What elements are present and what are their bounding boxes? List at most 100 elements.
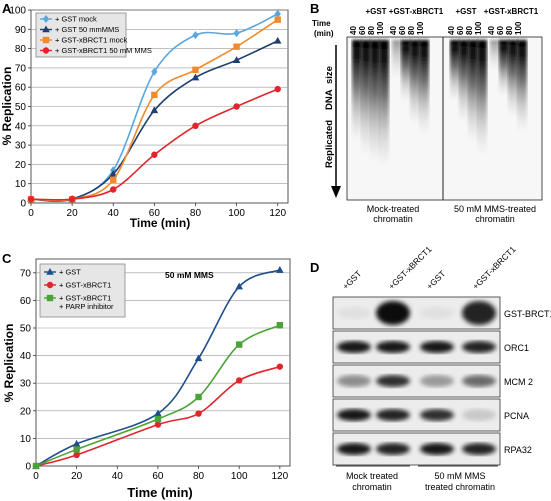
blot-row-label: GST-BRCT1 (504, 309, 551, 319)
x-tick-label: 80 (190, 208, 202, 219)
gel-lane-smear (477, 40, 487, 152)
x-tick-label: 80 (193, 471, 205, 482)
chart-c-x-label: Time (min) (127, 485, 193, 500)
chart-c-annotation: 50 mM MMS (165, 270, 214, 280)
blot-d-image (332, 296, 501, 466)
lane-label: 80 (465, 26, 474, 35)
data-point (27, 195, 35, 203)
lane-label: 100 (474, 21, 483, 35)
legend-marker (46, 281, 54, 289)
lane-label: 100 (416, 21, 425, 35)
chart-c-legend-box (39, 263, 126, 318)
blot-band (337, 443, 371, 455)
blot-band (462, 375, 496, 387)
panel-letter-a: A (2, 1, 12, 16)
data-point (151, 91, 158, 99)
data-point (195, 410, 202, 417)
blot-band (462, 409, 496, 421)
chart-a-legend-box (35, 12, 127, 58)
y-tick-label: 10 (15, 179, 27, 190)
gel-lane-smear (379, 40, 389, 164)
chart-c-legend: + GST+ GST-xBRCT1+ GST-xBRCT1+ PARP inhi… (39, 263, 126, 318)
y-tick-label: 30 (20, 379, 32, 390)
blot-row-label: RPA32 (504, 445, 532, 455)
y-tick-label: 40 (15, 121, 27, 132)
y-tick-label: 30 (15, 141, 27, 152)
blot-d-bottom-right-2: treated chromatin (425, 482, 495, 492)
blot-band (376, 375, 410, 387)
gel-b-group-labels: +GST +GST-xBRCT1 +GST +GST-xBRCT1 (365, 7, 538, 16)
data-point (274, 9, 281, 18)
blot-band (462, 341, 496, 353)
chart-c-y-ticks: 0 10 20 30 40 50 60 70 (20, 268, 36, 473)
data-point (109, 170, 118, 177)
data-point (154, 415, 162, 423)
blot-band (337, 409, 371, 421)
x-tick-label: 100 (228, 208, 245, 219)
lane-label: 60 (496, 26, 505, 35)
gel-lane-smear (370, 40, 380, 160)
gel-b-bottom-right-2: chromatin (475, 214, 515, 224)
blot-row-label: MCM 2 (504, 377, 533, 387)
data-point (72, 439, 81, 447)
blot-band (376, 301, 410, 325)
lane-label: 80 (407, 26, 416, 35)
gel-lane-smear (410, 40, 420, 122)
y-tick-label: 20 (15, 160, 27, 171)
lane-label: 40 (349, 26, 358, 35)
y-tick-label: 80 (15, 44, 27, 55)
y-tick-label: 60 (15, 83, 27, 94)
legend-marker (46, 268, 54, 275)
lane-label: 60 (456, 26, 465, 35)
gel-lane-smear (499, 40, 509, 95)
blot-band (420, 341, 454, 353)
data-point (191, 73, 200, 81)
chart-a-legend: + GST mock+ GST 50 mmMMS + GST-xBRCT1 moc… (35, 12, 152, 58)
data-point (154, 409, 162, 417)
gel-b-side-label: Replicated DNA size (324, 45, 341, 198)
chart-a-series (27, 9, 282, 204)
blot-band (376, 341, 410, 353)
legend-label: + GST-xBRCT1 (59, 294, 111, 303)
data-point (73, 446, 80, 453)
y-tick-label: 0 (25, 462, 31, 473)
lane-label: 40 (487, 26, 496, 35)
gel-b-group-1: +GST (365, 7, 386, 16)
data-point (194, 354, 203, 362)
chart-c-y-label: % Replication (2, 324, 16, 403)
size-arrow-head (331, 186, 341, 198)
data-point (232, 56, 241, 63)
x-tick-label: 60 (149, 208, 161, 219)
legend-label: + GST-xBRCT1 (59, 281, 111, 290)
data-point (192, 66, 199, 74)
lane-label: 60 (398, 26, 407, 35)
blot-row-label: ORC1 (504, 343, 529, 353)
y-tick-label: 70 (20, 268, 32, 279)
chart-a-y-label: % Replication (0, 67, 14, 146)
y-tick-label: 40 (20, 351, 32, 362)
legend-marker (42, 36, 50, 44)
x-tick-label: 20 (71, 471, 83, 482)
blot-band (420, 443, 454, 455)
y-tick-label: 0 (20, 199, 26, 210)
data-point (235, 282, 243, 290)
data-point (32, 462, 40, 470)
legend-marker (42, 47, 50, 54)
data-point (192, 31, 199, 40)
blot-band (420, 307, 454, 319)
data-point (110, 186, 117, 193)
data-point (195, 393, 202, 401)
panel-letter-c: C (2, 251, 12, 266)
legend-marker (46, 294, 54, 302)
data-point (274, 85, 281, 93)
y-tick-label: 20 (20, 406, 32, 417)
data-point (233, 29, 240, 38)
x-tick-label: 0 (33, 471, 39, 482)
x-tick-label: 120 (269, 208, 286, 219)
y-tick-label: 50 (15, 102, 27, 113)
data-point (236, 377, 243, 384)
data-point (68, 195, 76, 203)
x-tick-label: 100 (231, 471, 248, 482)
gel-b-group-2: +GST-xBRCT1 (389, 7, 444, 16)
